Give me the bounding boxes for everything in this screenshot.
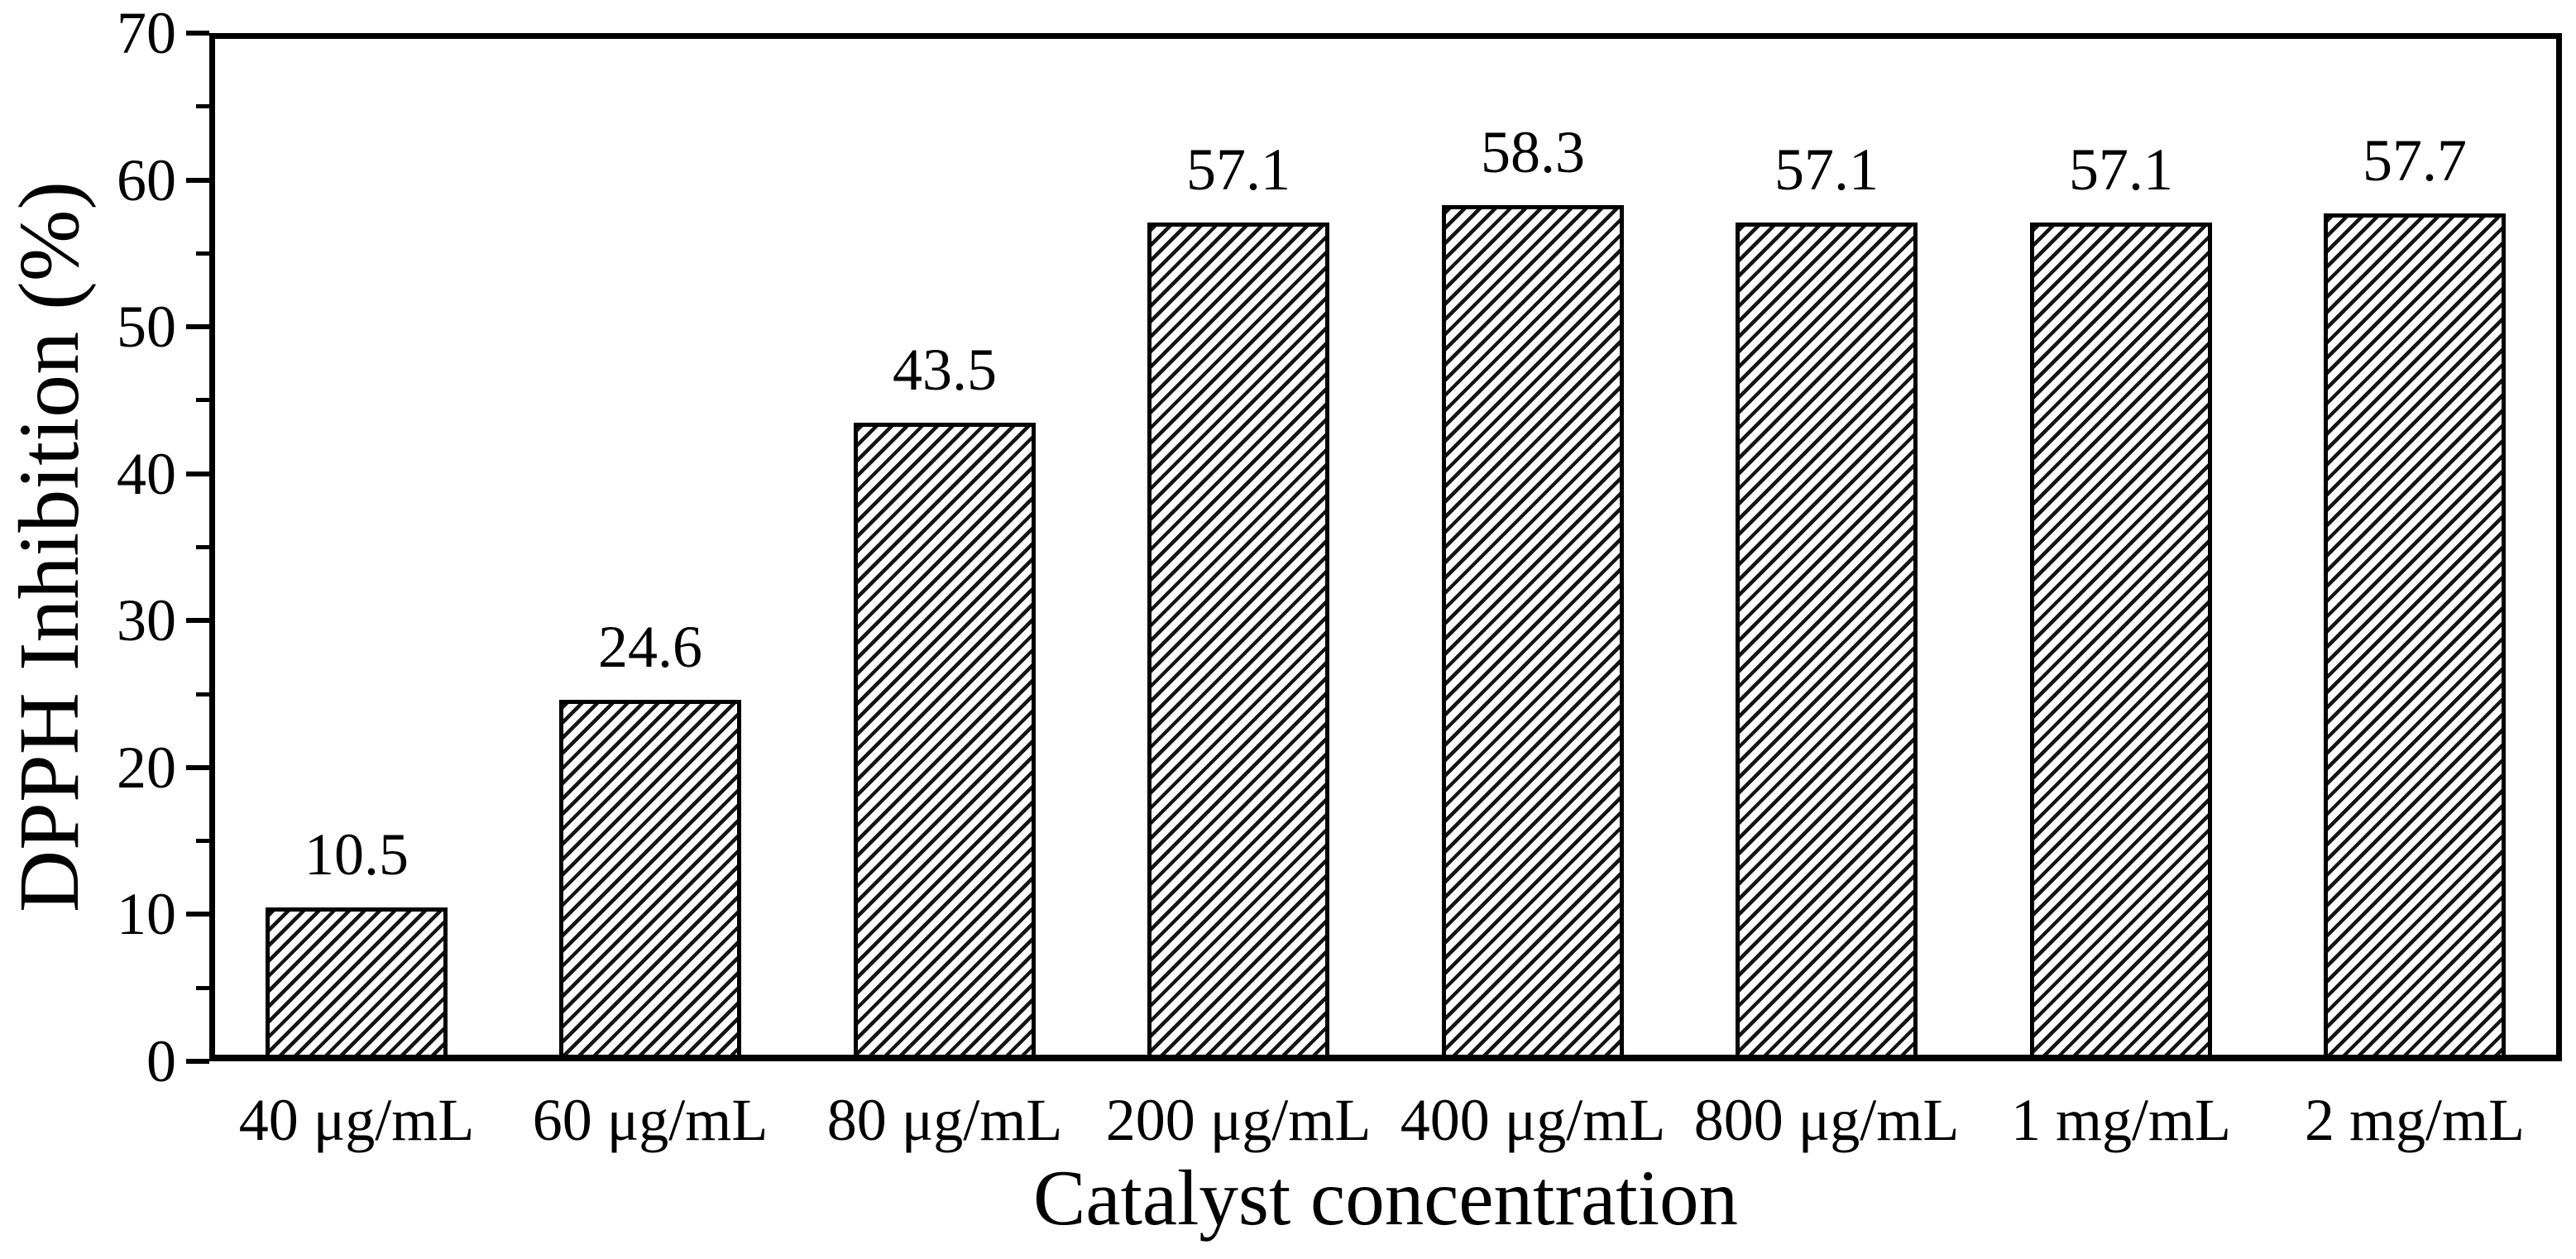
bar-value-label: 57.1 (1774, 136, 1879, 203)
y-minor-tick (196, 839, 209, 844)
x-tick-label: 80 μg/mL (826, 1087, 1063, 1153)
y-minor-tick (196, 545, 209, 549)
y-minor-tick (196, 398, 209, 403)
y-tick-label: 30 (117, 587, 176, 654)
y-major-tick (186, 31, 209, 36)
y-major-tick (186, 177, 209, 183)
y-major-tick (186, 471, 209, 476)
bar-value-label: 57.7 (2363, 127, 2467, 194)
bar-value-label: 57.1 (2069, 136, 2173, 203)
y-tick-label: 20 (117, 734, 176, 801)
x-axis-title: Catalyst concentration (1032, 1154, 1739, 1242)
x-tick-label: 800 μg/mL (1693, 1087, 1960, 1153)
y-minor-tick (196, 104, 209, 109)
x-tick-label: 400 μg/mL (1400, 1087, 1666, 1153)
y-tick-label: 50 (117, 294, 176, 361)
y-major-tick (186, 618, 209, 624)
y-tick-label: 10 (117, 881, 176, 948)
bar (1736, 223, 1918, 1061)
y-tick-label: 60 (117, 146, 176, 213)
bar (2324, 213, 2506, 1061)
x-tick-label: 200 μg/mL (1105, 1087, 1372, 1153)
x-tick-label: 40 μg/mL (238, 1087, 475, 1153)
bar (559, 700, 741, 1061)
y-tick-label: 70 (117, 0, 176, 66)
bar (266, 907, 448, 1061)
bar (1442, 205, 1624, 1061)
y-major-tick (186, 764, 209, 770)
bar-value-label: 58.3 (1481, 119, 1585, 185)
bar (2030, 223, 2212, 1061)
bar (1147, 223, 1329, 1061)
bar-value-label: 24.6 (598, 614, 702, 680)
bar-value-label: 10.5 (304, 821, 409, 888)
y-major-tick (186, 912, 209, 917)
y-tick-label: 0 (146, 1028, 176, 1094)
y-minor-tick (196, 985, 209, 990)
bar (854, 423, 1036, 1061)
bar-value-label: 57.1 (1186, 136, 1290, 203)
y-major-tick (186, 324, 209, 330)
bar-value-label: 43.5 (893, 337, 997, 403)
x-tick-label: 2 mg/mL (2305, 1087, 2525, 1153)
y-major-tick (186, 1059, 209, 1064)
x-tick-label: 60 μg/mL (532, 1087, 768, 1153)
y-minor-tick (196, 251, 209, 256)
y-minor-tick (196, 692, 209, 697)
y-tick-label: 40 (117, 440, 176, 507)
x-tick-label: 1 mg/mL (2011, 1087, 2231, 1153)
